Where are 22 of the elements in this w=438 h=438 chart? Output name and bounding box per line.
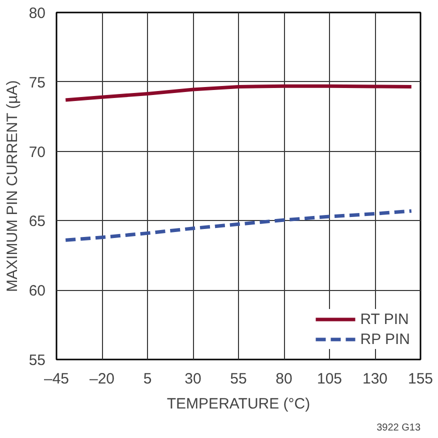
y-tick-label: 70	[28, 144, 46, 161]
x-axis-title: TEMPERATURE (°C)	[166, 396, 310, 412]
x-tick-label: 130	[362, 370, 388, 388]
x-tick-label: 55	[230, 370, 247, 388]
legend-label: RP PIN	[360, 330, 410, 348]
y-tick-label: 55	[28, 352, 46, 369]
y-axis-title: MAXIMUM PIN CURRENT (µA)	[4, 80, 21, 292]
x-tick-label: 80	[276, 370, 292, 388]
y-tick-label: 60	[28, 282, 46, 300]
line-series	[64, 209, 414, 242]
x-tick-label: –20	[89, 370, 115, 388]
x-tick-label: 30	[184, 370, 202, 388]
y-tick-label: 65	[28, 213, 46, 230]
text: 3922 G13	[376, 422, 421, 434]
y-tick-label: 75	[28, 74, 46, 92]
x-tick-label: 155	[408, 370, 434, 388]
x-tick-label: 5	[143, 370, 152, 388]
legend-label: RT PIN	[360, 310, 409, 328]
x-tick-label: –45	[44, 370, 70, 388]
x-tick-label: 105	[316, 370, 342, 388]
y-tick-label: 80	[28, 5, 46, 22]
line-series	[64, 84, 414, 102]
